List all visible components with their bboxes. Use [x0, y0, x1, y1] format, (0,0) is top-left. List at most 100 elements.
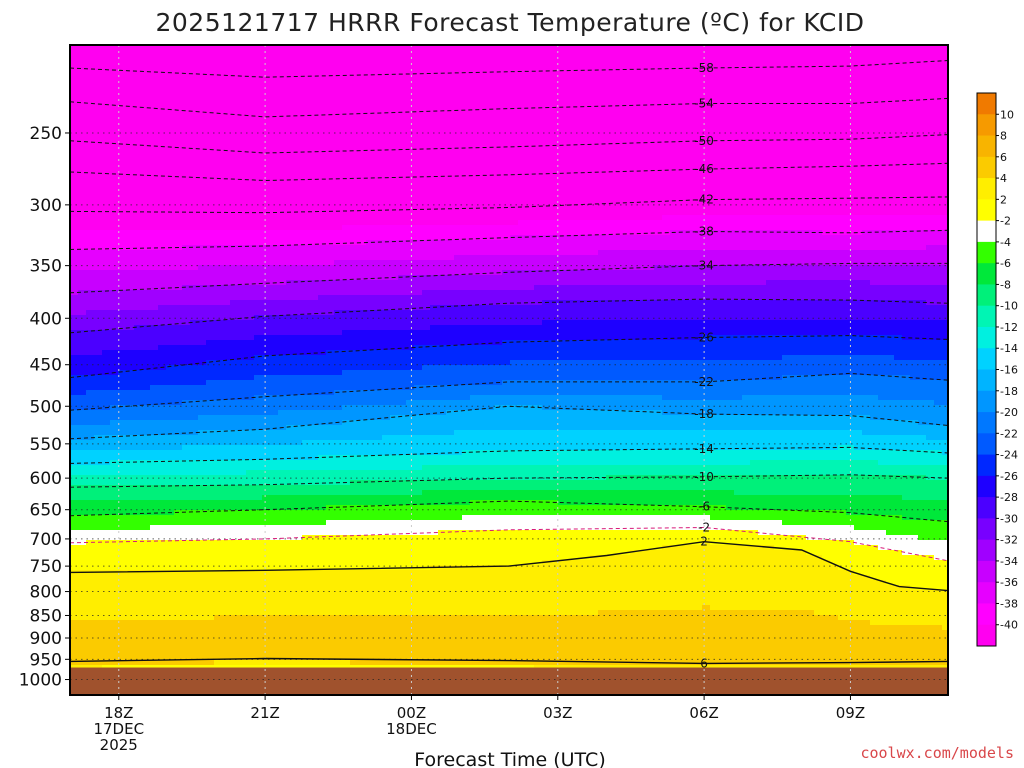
field-cell	[366, 180, 375, 186]
field-cell	[294, 490, 303, 496]
field-cell	[110, 580, 119, 586]
field-cell	[334, 445, 343, 451]
field-cell	[118, 425, 127, 431]
field-cell	[238, 490, 247, 496]
field-cell	[294, 145, 303, 151]
field-cell	[334, 90, 343, 96]
field-cell	[214, 235, 223, 241]
field-cell	[78, 515, 87, 521]
field-cell	[118, 55, 127, 61]
field-cell	[118, 400, 127, 406]
field-cell	[190, 140, 199, 146]
field-cell	[270, 80, 279, 86]
field-cell	[270, 400, 279, 406]
field-cell	[118, 360, 127, 366]
field-cell	[286, 430, 295, 436]
field-cell	[206, 610, 215, 616]
field-cell	[278, 420, 287, 426]
field-cell	[150, 150, 159, 156]
field-cell	[222, 480, 231, 486]
field-cell	[198, 215, 207, 221]
field-cell	[358, 485, 367, 491]
field-cell	[270, 470, 279, 476]
field-cell	[190, 160, 199, 166]
field-cell	[318, 615, 327, 621]
field-cell	[318, 185, 327, 191]
field-cell	[214, 440, 223, 446]
field-cell	[302, 560, 311, 566]
field-cell	[70, 215, 79, 221]
field-cell	[94, 530, 103, 536]
field-cell	[230, 45, 239, 51]
field-cell	[302, 640, 311, 646]
field-cell	[366, 605, 375, 611]
field-cell	[206, 320, 215, 326]
field-cell	[134, 155, 143, 161]
field-cell	[198, 650, 207, 656]
field-cell	[174, 290, 183, 296]
field-cell	[158, 415, 167, 421]
field-cell	[190, 415, 199, 421]
field-cell	[334, 460, 343, 466]
field-cell	[230, 140, 239, 146]
field-cell	[358, 125, 367, 131]
field-cell	[254, 605, 263, 611]
field-cell	[118, 445, 127, 451]
field-cell	[326, 170, 335, 176]
field-cell	[158, 360, 167, 366]
field-cell	[310, 270, 319, 276]
field-cell	[222, 80, 231, 86]
field-cell	[230, 245, 239, 251]
field-cell	[102, 280, 111, 286]
field-cell	[110, 55, 119, 61]
field-cell	[134, 275, 143, 281]
field-cell	[246, 240, 255, 246]
field-cell	[190, 540, 199, 546]
field-cell	[174, 530, 183, 536]
field-cell	[238, 360, 247, 366]
field-cell	[374, 285, 383, 291]
field-cell	[238, 400, 247, 406]
field-cell	[318, 195, 327, 201]
field-cell	[254, 145, 263, 151]
field-cell	[358, 345, 367, 351]
field-cell	[222, 250, 231, 256]
field-cell	[134, 370, 143, 376]
field-cell	[238, 200, 247, 206]
field-cell	[366, 520, 375, 526]
field-cell	[246, 205, 255, 211]
field-cell	[206, 200, 215, 206]
field-cell	[254, 315, 263, 321]
field-cell	[182, 400, 191, 406]
field-cell	[230, 640, 239, 646]
field-cell	[286, 235, 295, 241]
field-cell	[190, 95, 199, 101]
field-cell	[134, 310, 143, 316]
field-cell	[142, 130, 151, 136]
field-cell	[134, 350, 143, 356]
field-cell	[366, 115, 375, 121]
field-cell	[214, 50, 223, 56]
field-cell	[142, 310, 151, 316]
field-cell	[126, 150, 135, 156]
field-cell	[126, 635, 135, 641]
field-cell	[78, 170, 87, 176]
field-cell	[286, 80, 295, 86]
field-cell	[134, 75, 143, 81]
field-cell	[78, 280, 87, 286]
field-cell	[214, 390, 223, 396]
field-cell	[118, 220, 127, 226]
field-cell	[182, 455, 191, 461]
field-cell	[182, 410, 191, 416]
field-cell	[350, 130, 359, 136]
field-cell	[158, 250, 167, 256]
field-cell	[86, 345, 95, 351]
field-cell	[134, 180, 143, 186]
field-cell	[70, 515, 79, 521]
field-cell	[270, 520, 279, 526]
field-cell	[254, 410, 263, 416]
field-cell	[182, 605, 191, 611]
field-cell	[150, 110, 159, 116]
field-cell	[246, 640, 255, 646]
field-cell	[94, 320, 103, 326]
